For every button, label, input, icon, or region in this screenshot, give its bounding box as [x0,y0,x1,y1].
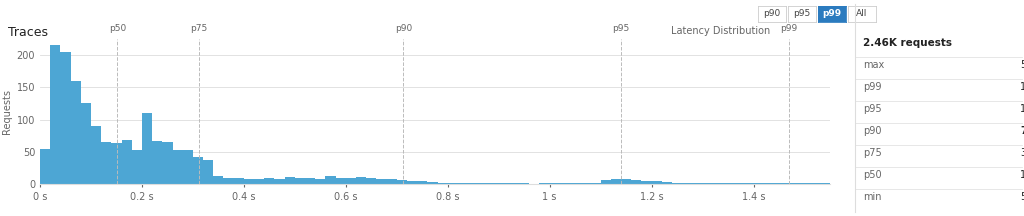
Bar [60,52,71,184]
Bar [71,81,81,184]
Bar [326,176,336,184]
Text: p99: p99 [822,10,842,19]
Bar [437,183,447,184]
Bar [91,126,101,184]
Bar [407,181,417,184]
Text: p99: p99 [863,82,882,92]
Bar [213,176,223,184]
Text: p75: p75 [190,24,207,33]
Bar [621,179,631,184]
Bar [305,178,315,184]
Bar [295,178,305,184]
Bar [182,151,193,184]
Text: 151.78ms: 151.78ms [1020,170,1024,180]
Bar [499,183,509,184]
Bar [478,183,488,184]
Bar [264,178,274,184]
Bar [172,150,182,184]
Bar [509,183,519,184]
Bar [101,142,112,184]
Bar [377,179,387,184]
Bar [570,183,581,184]
Bar [611,179,621,184]
Bar [203,159,213,184]
Bar [447,183,458,184]
Bar [754,183,779,184]
Bar [682,183,692,184]
Text: 1.47s: 1.47s [1020,82,1024,92]
Text: Traces: Traces [8,26,48,39]
Bar [153,141,163,184]
Text: 2.46K requests: 2.46K requests [863,38,952,48]
Bar [244,179,254,184]
Bar [315,179,326,184]
Bar [233,178,244,184]
Bar [641,181,651,184]
Bar [601,180,611,184]
Bar [254,179,264,184]
Bar [779,183,805,184]
Bar [81,103,91,184]
Bar [662,182,672,184]
Bar [581,183,591,184]
Bar [142,113,153,184]
Text: p50: p50 [863,170,882,180]
Text: p75: p75 [863,148,882,158]
Bar [692,183,702,184]
Bar [122,140,132,184]
Bar [387,179,396,184]
Bar [112,143,122,184]
Text: p90: p90 [395,24,412,33]
Bar [488,183,499,184]
Text: p95: p95 [794,10,811,19]
Bar [132,151,142,184]
Text: p90: p90 [863,126,882,136]
Bar [519,183,529,184]
Text: 5.59s: 5.59s [1020,60,1024,70]
Bar [274,179,285,184]
Bar [468,183,478,184]
Bar [631,180,641,184]
Text: p50: p50 [109,24,126,33]
Bar [458,183,468,184]
Bar [672,183,682,184]
Text: 311.43ms: 311.43ms [1020,148,1024,158]
Text: 5.16ms: 5.16ms [1020,192,1024,202]
Bar [40,149,50,184]
Bar [50,45,60,184]
Y-axis label: Requests: Requests [2,89,12,134]
Text: max: max [863,60,885,70]
Text: p95: p95 [612,24,630,33]
Text: 713.03ms: 713.03ms [1020,126,1024,136]
Text: min: min [863,192,882,202]
Bar [396,180,407,184]
Bar [346,178,356,184]
Bar [356,177,367,184]
Text: p99: p99 [780,24,798,33]
Bar [336,178,346,184]
Bar [367,178,377,184]
Bar [223,178,233,184]
Text: p95: p95 [863,104,882,114]
Text: 1.14s: 1.14s [1020,104,1024,114]
Text: Latency Distribution: Latency Distribution [671,26,770,36]
Bar [550,183,560,184]
Bar [163,142,172,184]
Bar [651,181,662,184]
Bar [540,183,550,184]
Bar [702,183,728,184]
Bar [427,182,437,184]
Bar [417,181,427,184]
Bar [285,177,295,184]
Bar [193,157,203,184]
Bar [728,183,754,184]
Bar [805,183,830,184]
Bar [560,183,570,184]
Text: p90: p90 [763,10,780,19]
Bar [591,183,601,184]
Text: All: All [856,10,867,19]
